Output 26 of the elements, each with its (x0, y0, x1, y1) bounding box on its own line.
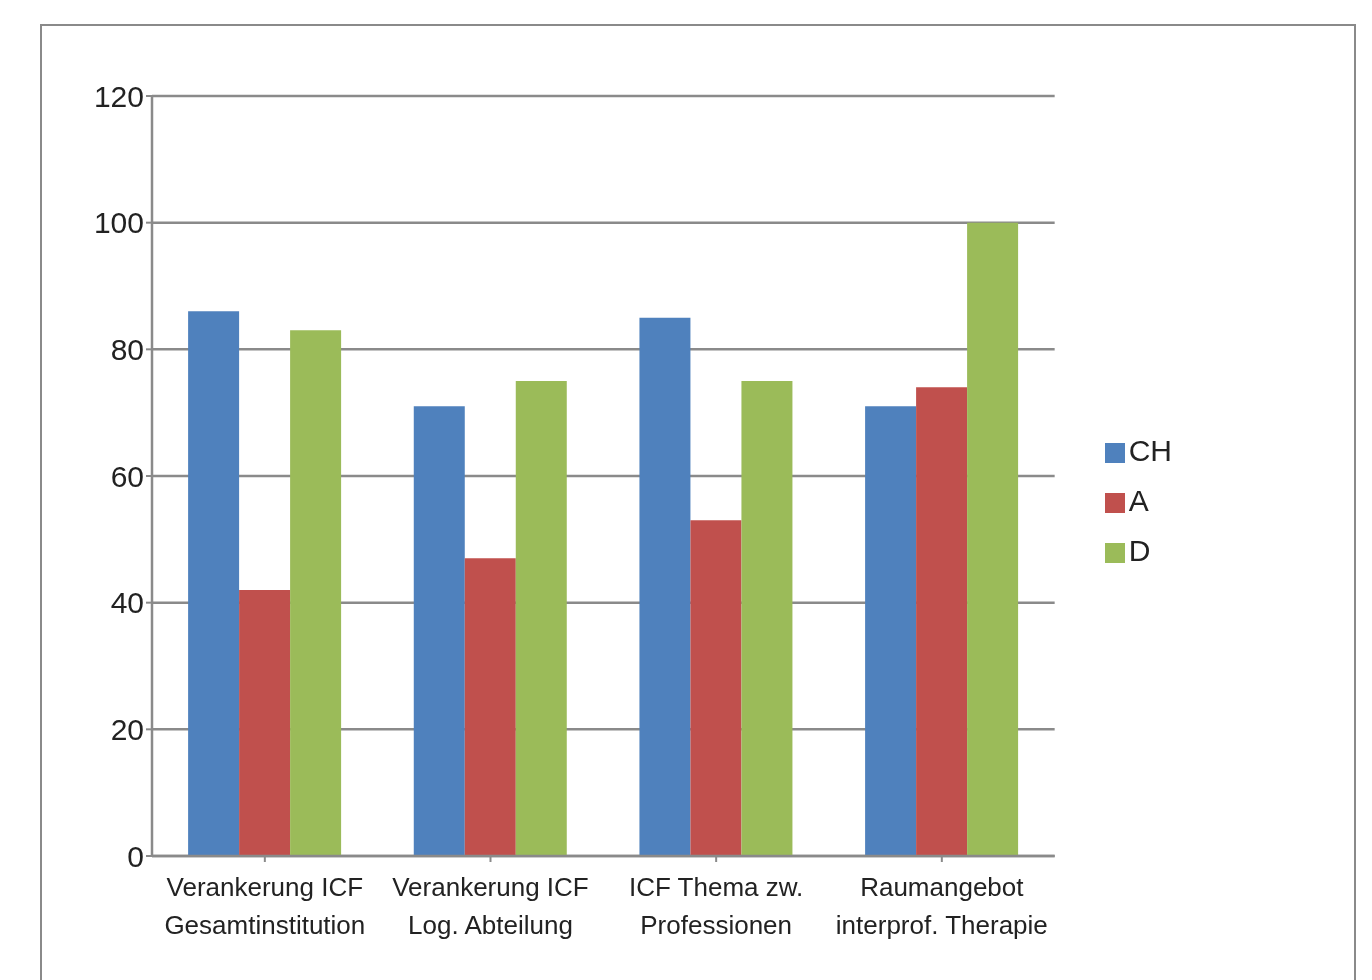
bar (916, 387, 968, 856)
legend-label: D (1128, 534, 1151, 567)
bar (967, 222, 1019, 856)
x-tick-label: Verankerung ICF Log. Abteilung (392, 872, 589, 940)
y-tick-label: 0 (127, 839, 144, 873)
y-tick-label: 100 (93, 206, 144, 240)
y-tick-label: 20 (110, 712, 144, 746)
bar (639, 317, 691, 856)
y-tick-label: 80 (110, 332, 144, 366)
bar (464, 558, 516, 856)
bar (741, 381, 793, 856)
y-tick-label: 120 (93, 79, 144, 113)
x-tick-label: Raumangebot interprof. Therapie (835, 872, 1048, 940)
legend-label: A (1128, 484, 1149, 517)
y-tick-label: 40 (110, 586, 144, 620)
bar (515, 381, 567, 856)
bar (188, 311, 240, 856)
bar (290, 330, 342, 856)
legend-label: CH (1128, 434, 1172, 467)
bar (239, 590, 291, 856)
bar (413, 406, 465, 856)
bar (690, 520, 742, 856)
bar (865, 406, 917, 856)
y-tick-label: 60 (110, 459, 144, 493)
x-tick-label: ICF Thema zw. Professionen (628, 872, 804, 940)
x-tick-label: Verankerung ICF Gesamtinstitution (164, 872, 366, 940)
